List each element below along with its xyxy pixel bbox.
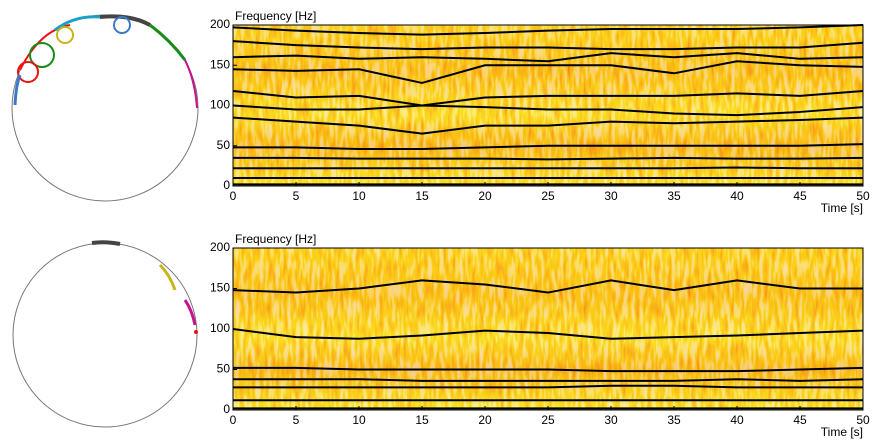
curve: [233, 156, 864, 161]
curve: [232, 60, 864, 84]
x-tick-label: 0: [230, 413, 237, 427]
x-tick-label: 40: [730, 413, 744, 427]
x-tick-label: 40: [730, 189, 744, 203]
y-tick-label: 150: [210, 57, 230, 71]
x-tick-label: 5: [293, 189, 300, 203]
phase-circle: [11, 14, 199, 202]
x-tick-label: 25: [541, 189, 555, 203]
x-tick-label: 15: [415, 413, 429, 427]
curve: [232, 24, 864, 36]
x-tick-label: 10: [352, 413, 366, 427]
x-tick-label: 30: [604, 413, 618, 427]
x-tick-label: 0: [230, 189, 237, 203]
x-tick-label: 50: [856, 413, 870, 427]
x-tick-label: 20: [478, 189, 492, 203]
curve: [233, 384, 863, 389]
y-tick-label: 0: [223, 402, 230, 416]
curve: [233, 166, 863, 170]
curve: [233, 378, 864, 382]
curve: [232, 279, 863, 294]
spectrogram-texture: [233, 25, 863, 186]
curve: [232, 116, 864, 135]
curve: [233, 366, 864, 373]
x-tick-label: 20: [478, 413, 492, 427]
x-axis-label: Time [s]: [821, 425, 863, 439]
y-tick-label: 50: [217, 362, 231, 376]
curve: [233, 143, 864, 150]
curve: [232, 104, 864, 117]
x-axis-label: Time [s]: [821, 201, 863, 215]
spectrogram-texture: [233, 248, 863, 410]
phase-circle: [12, 240, 198, 428]
x-tick-label: 25: [541, 413, 555, 427]
y-axis-label: Frequency [Hz]: [235, 232, 316, 246]
y-tick-label: 100: [210, 321, 230, 335]
y-tick-label: 150: [210, 281, 230, 295]
x-tick-label: 35: [667, 413, 681, 427]
y-axis-label: Frequency [Hz]: [235, 9, 316, 23]
curve: [232, 90, 864, 107]
y-tick-label: 200: [210, 17, 230, 31]
x-tick-label: 45: [793, 189, 807, 203]
x-tick-label: 30: [604, 189, 618, 203]
y-tick-label: 50: [217, 138, 231, 152]
y-tick-label: 100: [210, 98, 230, 112]
y-tick-label: 200: [210, 240, 230, 254]
y-tick-label: 0: [223, 178, 230, 192]
x-tick-label: 5: [293, 413, 300, 427]
x-tick-label: 10: [352, 189, 366, 203]
curve: [232, 328, 864, 340]
curve: [232, 52, 864, 63]
x-tick-label: 15: [415, 189, 429, 203]
x-tick-label: 35: [667, 189, 681, 203]
curve: [232, 40, 864, 51]
x-tick-label: 45: [793, 413, 807, 427]
x-tick-label: 50: [856, 189, 870, 203]
